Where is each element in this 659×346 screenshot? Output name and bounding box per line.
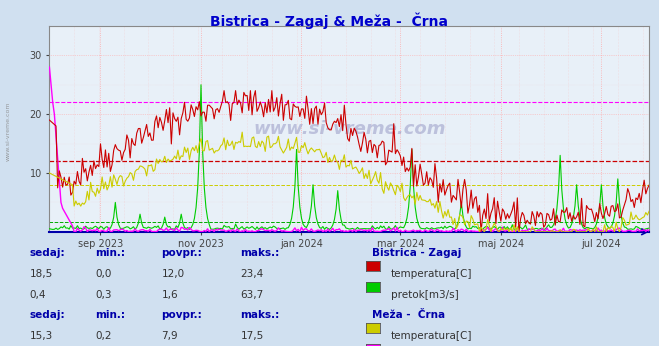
Text: 0,2: 0,2 [96,331,112,341]
Text: pretok[m3/s]: pretok[m3/s] [391,290,459,300]
Text: 0,0: 0,0 [96,269,112,279]
Text: 7,9: 7,9 [161,331,178,341]
Text: temperatura[C]: temperatura[C] [391,331,473,341]
Text: sedaj:: sedaj: [30,248,65,258]
Text: 12,0: 12,0 [161,269,185,279]
Text: maks.:: maks.: [241,310,280,320]
Text: 23,4: 23,4 [241,269,264,279]
Text: Bistrica - Zagaj & Meža -  Črna: Bistrica - Zagaj & Meža - Črna [210,12,449,29]
Text: 1,6: 1,6 [161,290,178,300]
Text: www.si-vreme.com: www.si-vreme.com [5,102,11,161]
Text: povpr.:: povpr.: [161,248,202,258]
Text: Meža -  Črna: Meža - Črna [372,310,445,320]
Text: 15,3: 15,3 [30,331,53,341]
Text: povpr.:: povpr.: [161,310,202,320]
Text: temperatura[C]: temperatura[C] [391,269,473,279]
Text: min.:: min.: [96,310,126,320]
Text: min.:: min.: [96,248,126,258]
Text: 63,7: 63,7 [241,290,264,300]
Text: www.si-vreme.com: www.si-vreme.com [253,120,445,138]
Text: 18,5: 18,5 [30,269,53,279]
Text: 0,3: 0,3 [96,290,112,300]
Text: sedaj:: sedaj: [30,310,65,320]
Text: maks.:: maks.: [241,248,280,258]
Text: 0,4: 0,4 [30,290,46,300]
Text: 17,5: 17,5 [241,331,264,341]
Text: Bistrica - Zagaj: Bistrica - Zagaj [372,248,462,258]
